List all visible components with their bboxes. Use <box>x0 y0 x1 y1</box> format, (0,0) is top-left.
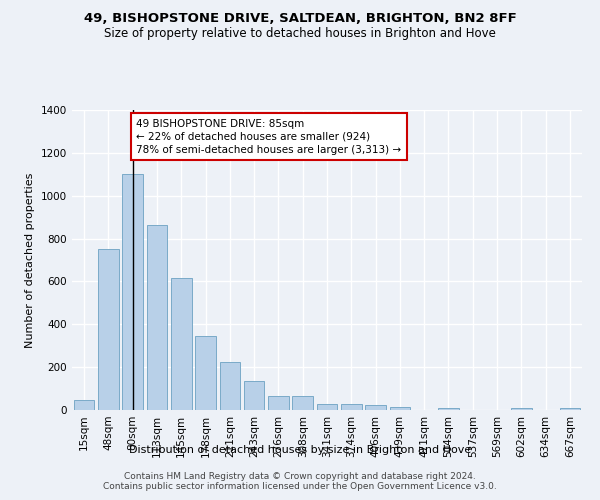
Bar <box>365 406 386 410</box>
Bar <box>74 400 94 410</box>
Bar <box>244 381 265 410</box>
Bar <box>560 408 580 410</box>
Bar <box>195 336 216 410</box>
Bar <box>317 404 337 410</box>
Bar <box>341 404 362 410</box>
Text: Distribution of detached houses by size in Brighton and Hove: Distribution of detached houses by size … <box>129 445 471 455</box>
Text: 49 BISHOPSTONE DRIVE: 85sqm
← 22% of detached houses are smaller (924)
78% of se: 49 BISHOPSTONE DRIVE: 85sqm ← 22% of det… <box>136 118 401 155</box>
Text: Contains HM Land Registry data © Crown copyright and database right 2024.: Contains HM Land Registry data © Crown c… <box>124 472 476 481</box>
Bar <box>511 408 532 410</box>
Bar <box>146 224 167 410</box>
Bar <box>98 250 119 410</box>
Bar <box>268 396 289 410</box>
Bar <box>389 407 410 410</box>
Text: Contains public sector information licensed under the Open Government Licence v3: Contains public sector information licen… <box>103 482 497 491</box>
Text: Size of property relative to detached houses in Brighton and Hove: Size of property relative to detached ho… <box>104 28 496 40</box>
Text: 49, BISHOPSTONE DRIVE, SALTDEAN, BRIGHTON, BN2 8FF: 49, BISHOPSTONE DRIVE, SALTDEAN, BRIGHTO… <box>83 12 517 26</box>
Bar <box>171 278 191 410</box>
Y-axis label: Number of detached properties: Number of detached properties <box>25 172 35 348</box>
Bar <box>292 396 313 410</box>
Bar <box>220 362 240 410</box>
Bar <box>438 408 459 410</box>
Bar <box>122 174 143 410</box>
